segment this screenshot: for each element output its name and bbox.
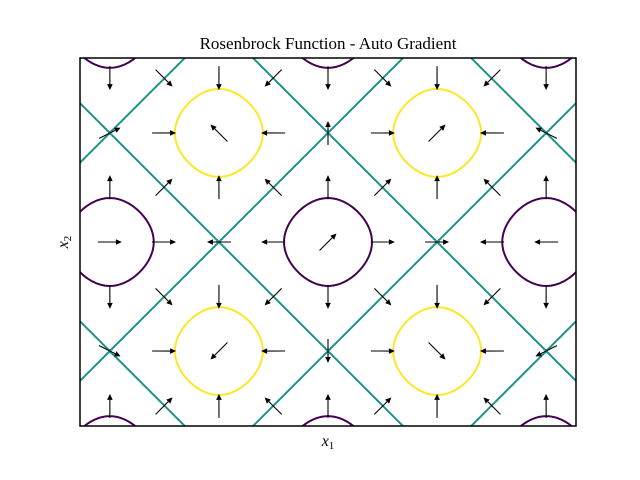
gradient-arrow bbox=[325, 66, 331, 91]
gradient-arrow bbox=[107, 66, 113, 91]
gradient-arrow bbox=[210, 124, 228, 142]
gradient-arrow bbox=[210, 342, 228, 360]
gradient-arrows bbox=[97, 66, 559, 418]
gradient-arrow bbox=[107, 393, 113, 418]
gradient-arrow bbox=[216, 393, 222, 418]
gradient-arrow bbox=[374, 287, 392, 306]
chart-title: Rosenbrock Function - Auto Gradient bbox=[200, 34, 457, 53]
x-axis-label-base: x bbox=[321, 433, 329, 450]
gradient-arrow bbox=[325, 393, 331, 418]
gradient-arrow bbox=[534, 239, 559, 245]
gradient-arrow bbox=[152, 348, 177, 354]
gradient-arrow bbox=[264, 69, 282, 87]
contour-level-2 bbox=[173, 88, 483, 396]
gradient-arrow bbox=[206, 239, 231, 245]
gradient-arrow bbox=[535, 127, 558, 139]
x-axis-label-sub: 1 bbox=[329, 440, 335, 452]
gradient-arrow bbox=[216, 284, 222, 309]
gradient-arrow bbox=[325, 284, 331, 309]
gradient-arrow bbox=[216, 66, 222, 91]
gradient-arrow bbox=[434, 175, 440, 200]
gradient-arrow bbox=[428, 124, 446, 142]
gradient-arrow bbox=[152, 130, 177, 136]
gradient-arrow bbox=[261, 239, 286, 245]
gradient-arrow bbox=[261, 348, 286, 354]
gradient-arrow bbox=[216, 175, 222, 200]
gradient-arrow bbox=[543, 175, 549, 200]
gradient-arrow bbox=[264, 397, 282, 415]
gradient-arrow bbox=[261, 130, 286, 136]
gradient-arrow bbox=[543, 393, 549, 418]
gradient-arrow bbox=[434, 284, 440, 309]
gradient-arrow bbox=[264, 178, 282, 197]
gradient-arrow bbox=[370, 130, 395, 136]
y-axis-label: x2 bbox=[55, 236, 74, 250]
gradient-arrow bbox=[370, 348, 395, 354]
gradient-arrow bbox=[155, 178, 173, 197]
gradient-arrow bbox=[98, 127, 121, 139]
gradient-arrow bbox=[325, 339, 331, 364]
gradient-arrow bbox=[98, 345, 121, 357]
y-axis-label-base: x bbox=[55, 241, 72, 249]
gradient-arrow bbox=[155, 397, 173, 415]
gradient-arrow bbox=[374, 178, 392, 197]
x-axis-label: x1 bbox=[321, 433, 335, 452]
gradient-arrow bbox=[535, 345, 558, 357]
gradient-arrow bbox=[325, 120, 331, 145]
gradient-arrow bbox=[107, 175, 113, 200]
gradient-arrow bbox=[107, 284, 113, 309]
gradient-arrow bbox=[319, 233, 337, 251]
gradient-arrow bbox=[97, 239, 122, 245]
gradient-arrow bbox=[370, 239, 395, 245]
gradient-arrow bbox=[434, 66, 440, 91]
y-axis-label-sub: 2 bbox=[62, 236, 74, 242]
gradient-arrow bbox=[483, 287, 501, 306]
gradient-arrow bbox=[155, 69, 173, 87]
gradient-arrow bbox=[483, 178, 501, 197]
gradient-arrow bbox=[428, 342, 446, 360]
gradient-arrow bbox=[152, 239, 177, 245]
gradient-arrow bbox=[543, 66, 549, 91]
gradient-arrow bbox=[479, 239, 504, 245]
gradient-arrow bbox=[483, 397, 501, 415]
gradient-arrow bbox=[374, 397, 392, 415]
gradient-arrow bbox=[155, 287, 173, 306]
gradient-arrow bbox=[543, 284, 549, 309]
gradient-arrow bbox=[325, 175, 331, 200]
gradient-arrow bbox=[374, 69, 392, 87]
plot-frame bbox=[79, 57, 577, 427]
contour-lines bbox=[80, 58, 576, 426]
gradient-arrow bbox=[483, 69, 501, 87]
gradient-arrow bbox=[479, 130, 504, 136]
gradient-arrow bbox=[264, 287, 282, 306]
gradient-arrow bbox=[479, 348, 504, 354]
contour-level-1 bbox=[80, 58, 576, 426]
gradient-arrow bbox=[425, 239, 450, 245]
gradient-arrow bbox=[434, 393, 440, 418]
